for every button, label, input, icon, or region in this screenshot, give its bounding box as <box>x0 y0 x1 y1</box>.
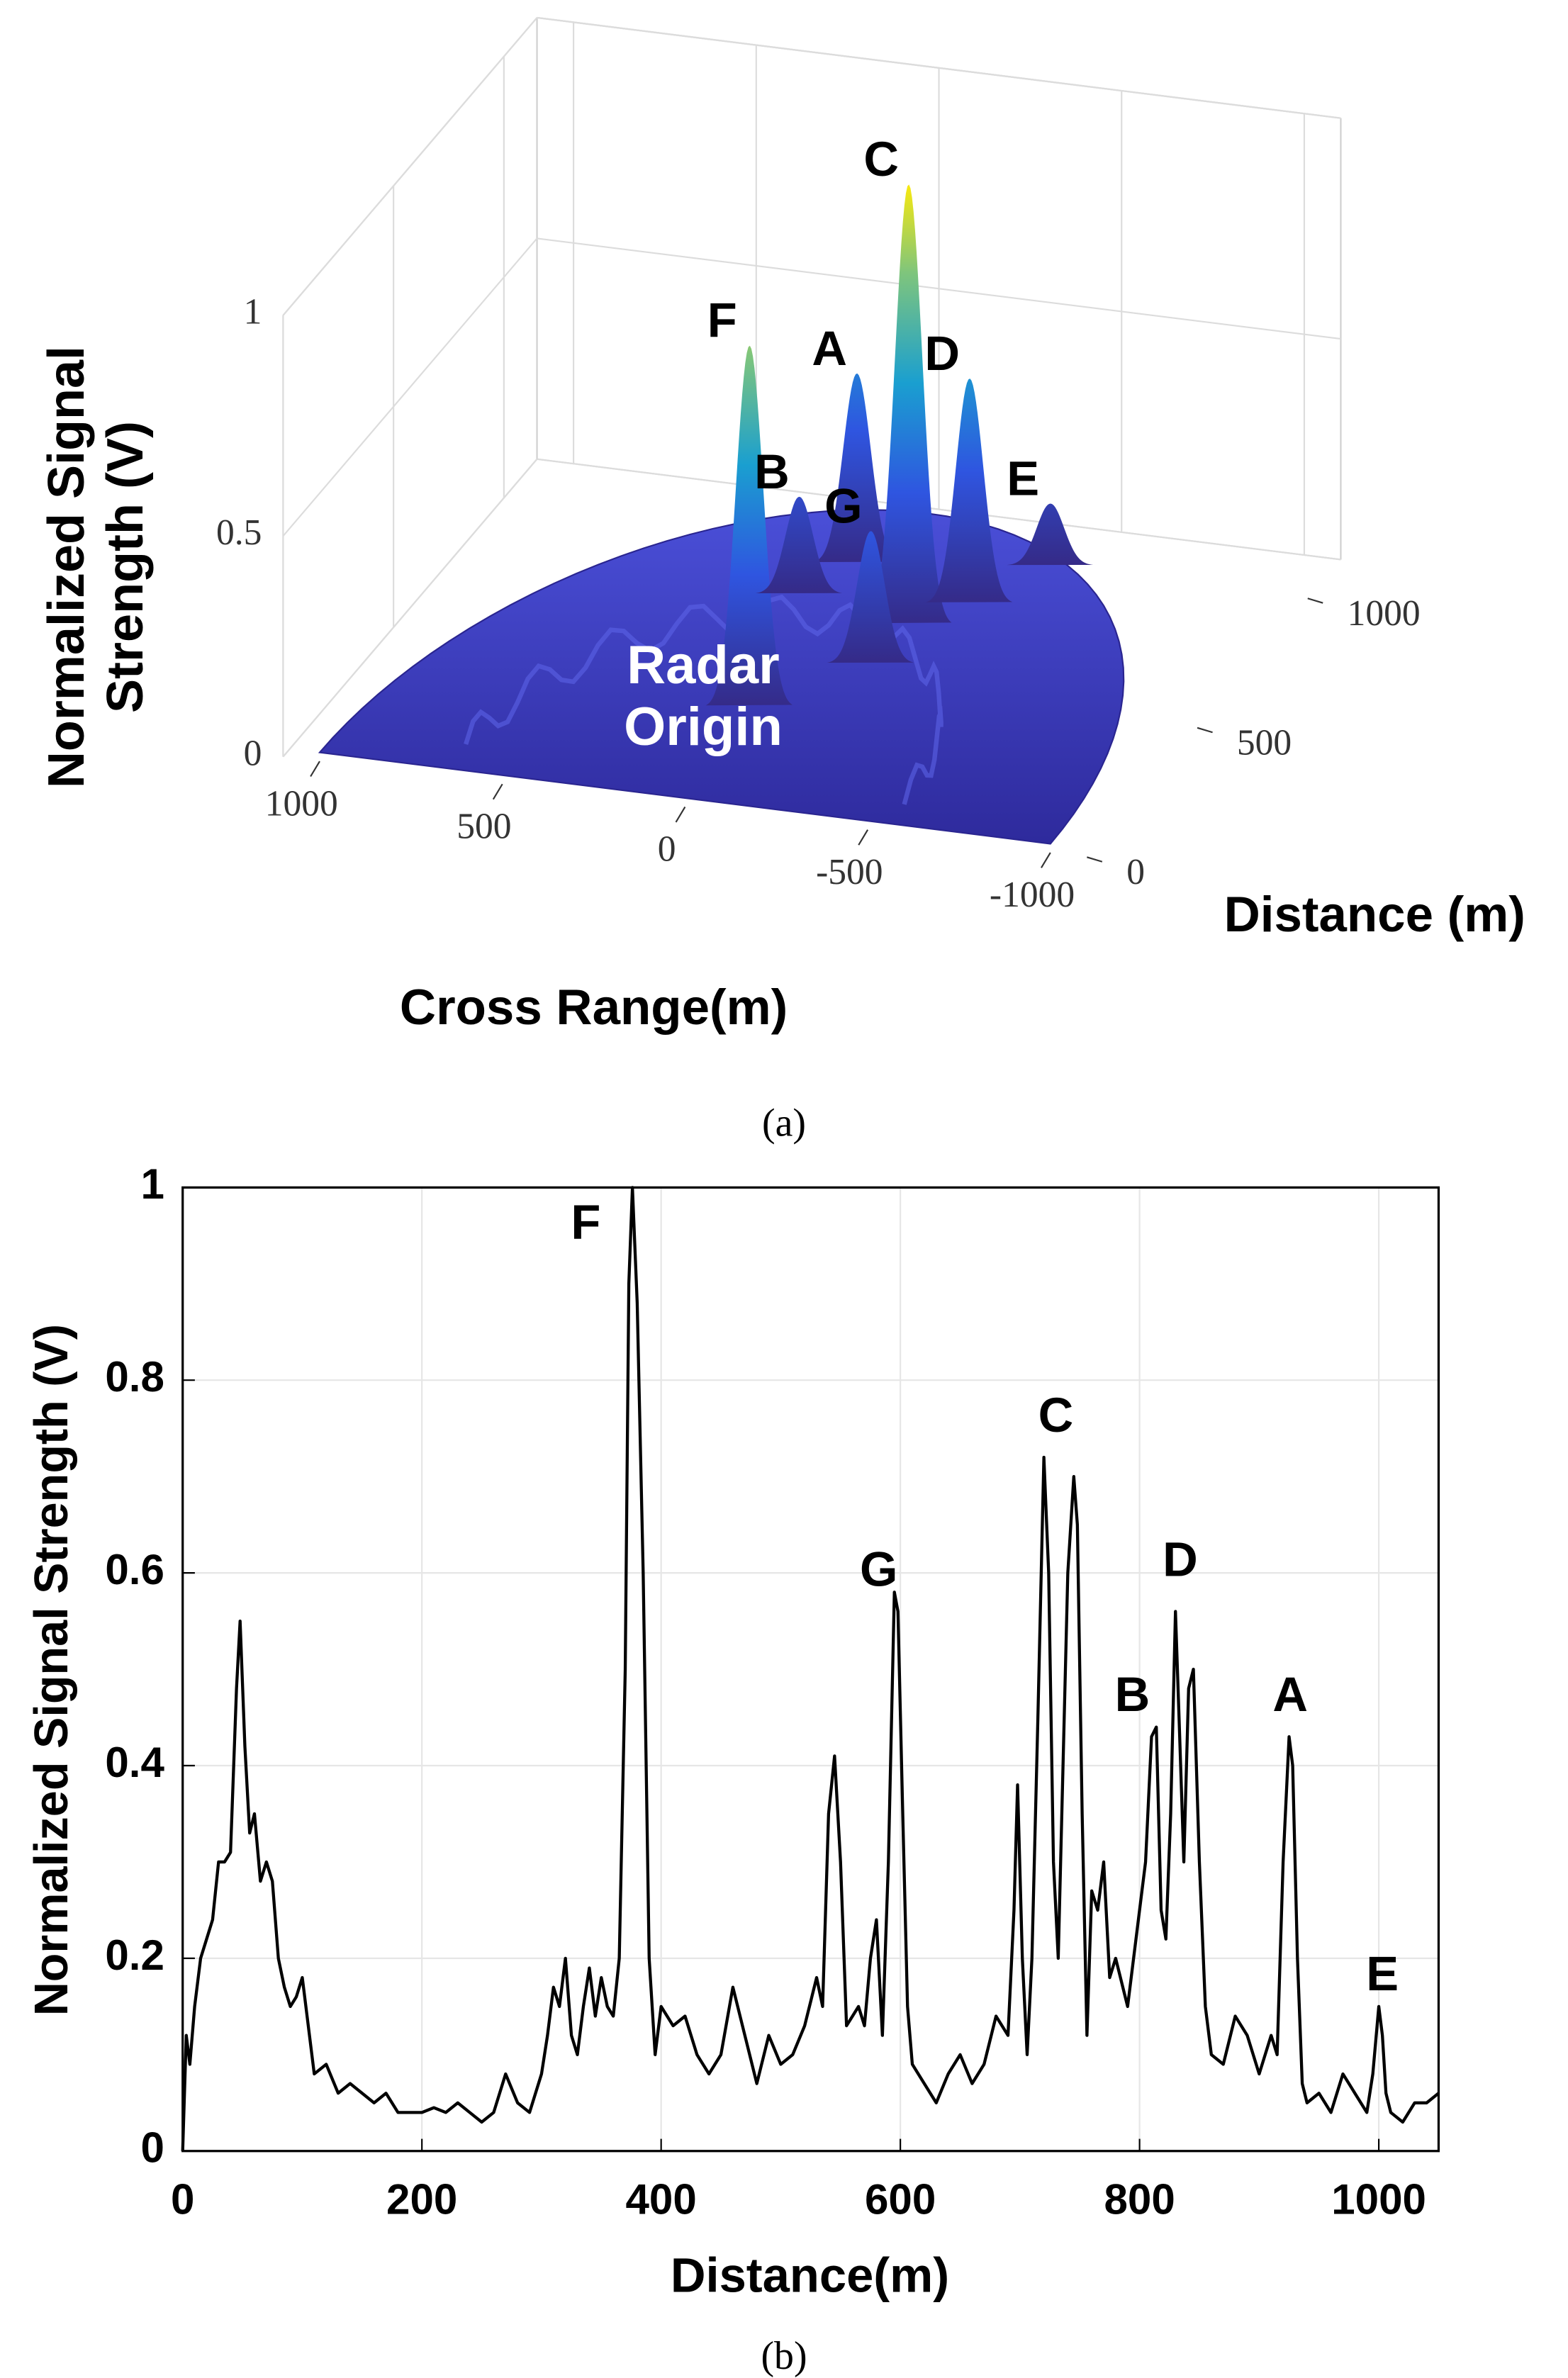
caption: (b) <box>761 2334 807 2378</box>
x-tick-label: -1000 <box>990 875 1075 915</box>
peak <box>865 184 952 624</box>
x-tick-label: 800 <box>1104 2176 1175 2223</box>
y-tick-label: 0.8 <box>105 1353 164 1401</box>
peak-label: E <box>1007 452 1039 506</box>
surface-ridge <box>464 594 943 805</box>
annotation: A <box>1272 1667 1308 1722</box>
peak-label: D <box>924 326 960 381</box>
peak <box>813 373 900 563</box>
x-tick-label: 400 <box>625 2176 696 2223</box>
peak-label: B <box>754 444 790 499</box>
tick-mark <box>1041 852 1051 868</box>
peak <box>1006 503 1094 566</box>
peak <box>705 345 793 706</box>
peak-label: G <box>824 478 862 533</box>
annotation: C <box>1038 1388 1074 1442</box>
annotation: E <box>1366 1946 1399 2001</box>
tick-mark <box>310 761 320 778</box>
line <box>181 1186 1440 2151</box>
y-axis-label: Normalized Signal Strength (V) <box>26 1324 78 2016</box>
x-tick-label: -500 <box>816 852 883 892</box>
x-tick-label: 600 <box>865 2176 936 2223</box>
y-tick-label: 0 <box>1126 852 1145 892</box>
x-axis-label: Cross Range(m) <box>400 980 788 1036</box>
grid-line <box>282 17 538 316</box>
y-tick-label: 500 <box>1237 722 1292 763</box>
tick-mark <box>492 783 503 800</box>
peak <box>827 531 914 663</box>
y-tick-label: 1 <box>140 1160 164 1208</box>
x-tick-label: 0 <box>658 829 676 870</box>
y-tick-label: 1000 <box>1348 593 1421 634</box>
plot-frame <box>181 1186 1440 2153</box>
x-tick-label: 1000 <box>1331 2176 1426 2223</box>
caption: (a) <box>762 1101 806 1145</box>
y-tick-label: 0.6 <box>105 1546 164 1593</box>
z-axis-label: Normalized Signal Strength (V) <box>38 345 154 789</box>
x-tick-label: 0 <box>171 2176 194 2223</box>
grid-line <box>282 237 538 537</box>
y-tick-label: 0.4 <box>105 1739 164 1786</box>
peak <box>926 378 1013 602</box>
peak-label: F <box>707 293 737 348</box>
x-tick-label: 1000 <box>265 783 338 824</box>
annotation: Radar Origin <box>624 635 783 758</box>
y-tick-label: 0.2 <box>105 1931 164 1979</box>
tick-mark <box>1307 598 1323 604</box>
tick-mark <box>675 806 686 823</box>
y-axis-label: Distance (m) <box>1224 887 1525 943</box>
annotation: F <box>571 1195 600 1250</box>
z-tick-label: 1 <box>244 292 262 332</box>
y-tick-label: 0 <box>140 2124 164 2172</box>
tick-mark <box>1087 856 1103 863</box>
annotation: B <box>1115 1667 1150 1722</box>
x-tick-label: 200 <box>386 2176 457 2223</box>
z-tick-label: 0 <box>244 733 262 773</box>
annotation: G <box>860 1542 897 1596</box>
tick-mark <box>858 829 869 846</box>
grid-line <box>282 459 538 758</box>
x-axis-label: Distance(m) <box>671 2248 949 2302</box>
x-tick-label: 500 <box>457 807 511 847</box>
tick-mark <box>1197 727 1213 734</box>
peak-label: C <box>863 132 899 186</box>
peak-label: A <box>812 321 847 376</box>
annotation: D <box>1163 1532 1198 1587</box>
peak <box>755 496 843 594</box>
z-tick-label: 0.5 <box>216 512 262 553</box>
